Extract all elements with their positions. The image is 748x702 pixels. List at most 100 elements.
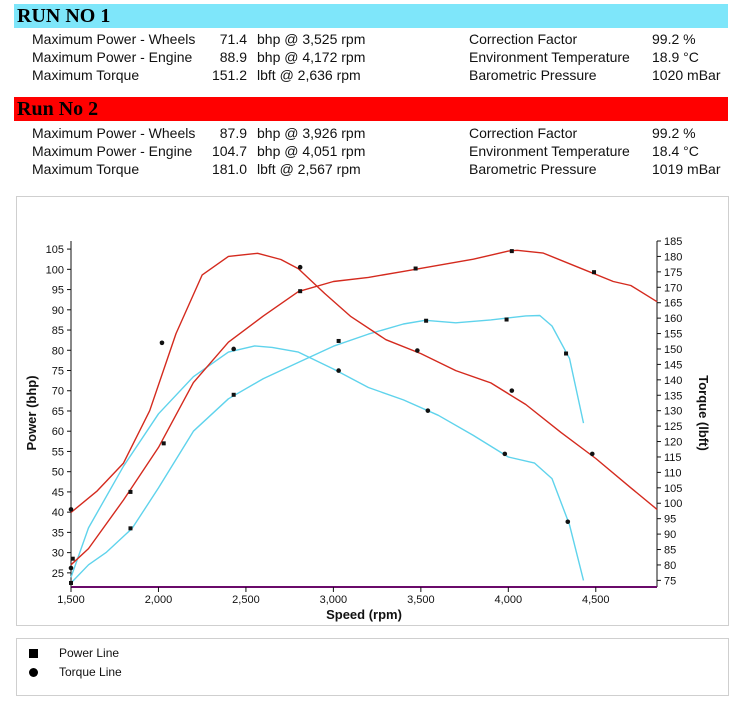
power-marker xyxy=(336,338,341,343)
y2-tick-label: 90 xyxy=(664,529,676,541)
condition-label: Environment Temperature xyxy=(469,49,630,65)
power-marker xyxy=(564,351,569,356)
run2-banner: Run No 2 xyxy=(14,97,728,121)
y-tick-label: 35 xyxy=(52,527,64,539)
y2-tick-label: 95 xyxy=(664,514,676,526)
stat-label: Maximum Power - Wheels xyxy=(32,31,196,47)
condition-value: 1020 mBar xyxy=(652,67,721,83)
torque-marker xyxy=(509,388,515,393)
dyno-chart: 25 30 35 40 45 50 55 60 65 70 75 80 85 90 95 100 105 75 80… xyxy=(16,196,729,626)
power-marker xyxy=(128,526,133,531)
condition-label: Barometric Pressure xyxy=(469,67,597,83)
stat-value: 88.9 xyxy=(219,49,247,65)
y-tick-label: 85 xyxy=(52,325,64,337)
y2-tick-label: 110 xyxy=(664,467,682,479)
torque-marker xyxy=(68,507,74,512)
power-marker xyxy=(231,392,236,397)
stat-unit: lbft @ 2,636 rpm xyxy=(257,67,361,83)
stat-label: Maximum Power - Engine xyxy=(32,49,193,65)
stat-unit: bhp @ 3,525 rpm xyxy=(257,31,366,47)
torque-marker xyxy=(415,348,420,353)
circle-marker-icon xyxy=(29,668,38,677)
stat-label: Maximum Torque xyxy=(32,161,140,177)
y-tick-label: 105 xyxy=(46,244,64,256)
torque-marker xyxy=(589,451,595,457)
y-tick-label: 50 xyxy=(52,467,64,479)
condition-label: Environment Temperature xyxy=(469,143,630,159)
series-line-1 xyxy=(70,345,585,581)
x-tick-label: 4,500 xyxy=(582,594,610,606)
power-marker xyxy=(413,266,418,271)
torque-marker xyxy=(565,519,571,525)
run1-row-power-engine: Maximum Power - Engine 88.9 bhp @ 4,172 … xyxy=(0,49,748,67)
y2-tick-label: 125 xyxy=(664,421,682,433)
condition-value: 1019 mBar xyxy=(652,161,721,177)
series-line-3 xyxy=(70,252,658,514)
x-tick-label: 2,500 xyxy=(232,594,260,606)
power-marker xyxy=(592,270,597,275)
y-tick-label: 100 xyxy=(46,264,64,276)
y2-tick-label: 185 xyxy=(664,236,682,248)
stat-value: 181.0 xyxy=(211,161,247,177)
y-tick-label: 25 xyxy=(52,568,64,580)
power-marker xyxy=(69,580,73,585)
condition-value: 18.9 °C xyxy=(652,49,699,65)
stat-value: 104.7 xyxy=(211,143,247,159)
y-tick-label: 95 xyxy=(52,285,64,297)
torque-marker xyxy=(68,565,74,571)
y-tick-label: 30 xyxy=(52,548,64,560)
run1-row-torque: Maximum Torque 151.2 lbft @ 2,636 rpm Ba… xyxy=(0,67,748,85)
run2-stats: Maximum Power - Wheels 87.9 bhp @ 3,926 … xyxy=(0,125,748,185)
x-tick-label: 4,000 xyxy=(495,594,523,606)
y-tick-label: 55 xyxy=(52,446,64,458)
x-tick-label: 1,500 xyxy=(57,594,85,606)
power-marker xyxy=(161,441,166,446)
y2-tick-label: 120 xyxy=(664,437,682,449)
y2-tick-label: 145 xyxy=(664,359,682,371)
run1-stats: Maximum Power - Wheels 71.4 bhp @ 3,525 … xyxy=(0,31,748,91)
stat-value: 151.2 xyxy=(211,67,247,83)
condition-label: Correction Factor xyxy=(469,125,578,141)
y2-axis-title: Torque (lbft) xyxy=(696,375,711,451)
run1-title: RUN NO 1 xyxy=(17,5,111,27)
torque-marker xyxy=(425,408,431,413)
run1-row-power-wheels: Maximum Power - Wheels 71.4 bhp @ 3,525 … xyxy=(0,31,748,49)
x-tick-label: 3,500 xyxy=(407,594,435,606)
stat-label: Maximum Torque xyxy=(32,67,140,83)
power-marker xyxy=(298,289,303,294)
power-marker xyxy=(424,318,429,323)
power-marker xyxy=(70,556,75,561)
square-marker-icon xyxy=(29,649,38,658)
y2-tick-label: 105 xyxy=(664,483,682,495)
condition-value: 99.2 % xyxy=(652,31,696,47)
x-tick-label: 2,000 xyxy=(145,594,173,606)
torque-marker xyxy=(297,264,303,270)
stat-unit: bhp @ 3,926 rpm xyxy=(257,125,366,141)
y-tick-label: 65 xyxy=(52,406,64,418)
torque-marker xyxy=(502,451,508,457)
y2-tick-label: 130 xyxy=(664,406,682,418)
y-tick-label: 60 xyxy=(52,426,64,438)
stat-unit: bhp @ 4,051 rpm xyxy=(257,143,366,159)
power-marker xyxy=(128,489,133,494)
y2-tick-label: 140 xyxy=(664,375,682,387)
run2-title: Run No 2 xyxy=(17,98,99,120)
run2-row-power-engine: Maximum Power - Engine 104.7 bhp @ 4,051… xyxy=(0,143,748,161)
stat-value: 71.4 xyxy=(219,31,247,47)
run1-banner: RUN NO 1 xyxy=(14,4,728,28)
legend-label: Power Line xyxy=(59,646,120,660)
stat-value: 87.9 xyxy=(219,125,247,141)
y2-tick-label: 155 xyxy=(664,329,682,341)
stat-unit: bhp @ 4,172 rpm xyxy=(257,49,366,65)
series-line-2 xyxy=(70,249,658,566)
torque-marker xyxy=(336,368,341,373)
torque-marker xyxy=(231,346,236,352)
y-tick-label: 75 xyxy=(52,366,64,378)
power-marker xyxy=(509,249,514,254)
y-tick-label: 80 xyxy=(52,345,64,357)
condition-value: 99.2 % xyxy=(652,125,696,141)
y2-tick-label: 150 xyxy=(664,344,682,356)
y2-tick-label: 165 xyxy=(664,298,682,310)
stat-label: Maximum Power - Engine xyxy=(32,143,193,159)
y-tick-label: 40 xyxy=(52,507,64,519)
